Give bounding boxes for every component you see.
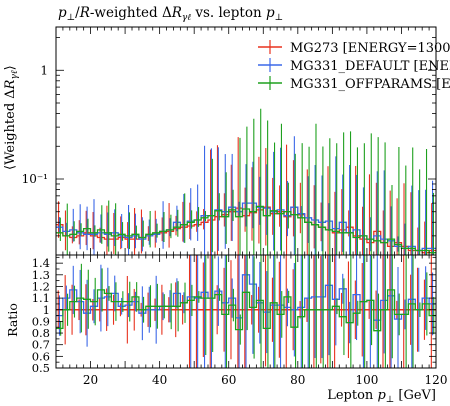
ratio-tick-label: 0.7 <box>32 338 50 352</box>
legend-label: MG273 [ENERGY=13000] <box>290 41 450 56</box>
y-axis-label: ⟨Weighted ΔRγℓ⟩ <box>3 65 20 170</box>
y-tick-label: 1 <box>40 63 48 77</box>
ratio-tick-label: 0.5 <box>32 361 50 375</box>
x-tick-label: 40 <box>152 373 167 387</box>
ratio-tick-label: 0.8 <box>32 326 50 340</box>
legend-entry: MG331_OFFPARAMS [ENERGY=13000] <box>258 76 450 92</box>
ratio-tick-label: 0.6 <box>32 349 50 363</box>
legend-entry: MG273 [ENERGY=13000] <box>258 40 450 56</box>
ratio-tick-label: 1.4 <box>32 256 50 270</box>
ratio-tick-label: 1.1 <box>32 291 50 305</box>
x-tick-label: 100 <box>355 373 378 387</box>
main-panel <box>56 108 436 255</box>
ratio-panel <box>56 255 436 368</box>
x-tick-label: 80 <box>290 373 305 387</box>
legend: MG273 [ENERGY=13000] MG331_DEFAULT [ENERG… <box>258 40 450 92</box>
legend-entry: MG331_DEFAULT [ENERGY=13000] <box>258 58 450 74</box>
series-2 <box>56 108 436 255</box>
ratio-y-axis-label: Ratio <box>5 303 20 337</box>
ratio-frame <box>55 254 437 369</box>
y-tick-label: 10⁻¹ <box>22 172 48 186</box>
ratio-series-0 <box>56 255 436 368</box>
ratio-line <box>56 289 436 332</box>
ratio-series-2 <box>56 255 436 368</box>
legend-label: MG331_DEFAULT [ENERGY=13000] <box>290 59 450 74</box>
ratio-tick-label: 1.3 <box>32 268 50 282</box>
chart-title: p⊥/R-weighted ΔRγℓ vs. lepton p⊥ <box>58 5 283 23</box>
x-tick-label: 20 <box>83 373 98 387</box>
x-axis-label: Lepton p⊥ [GeV] <box>327 388 436 405</box>
ratio-tick-label: 1 <box>43 303 50 317</box>
x-tick-label: 60 <box>221 373 236 387</box>
x-tick-label: 120 <box>425 373 448 387</box>
legend-label: MG331_OFFPARAMS [ENERGY=13000] <box>290 77 450 92</box>
ratio-tick-label: 1.2 <box>32 279 50 293</box>
series-line <box>56 205 436 254</box>
ratio-tick-label: 0.9 <box>32 314 50 328</box>
series-0 <box>56 137 436 255</box>
